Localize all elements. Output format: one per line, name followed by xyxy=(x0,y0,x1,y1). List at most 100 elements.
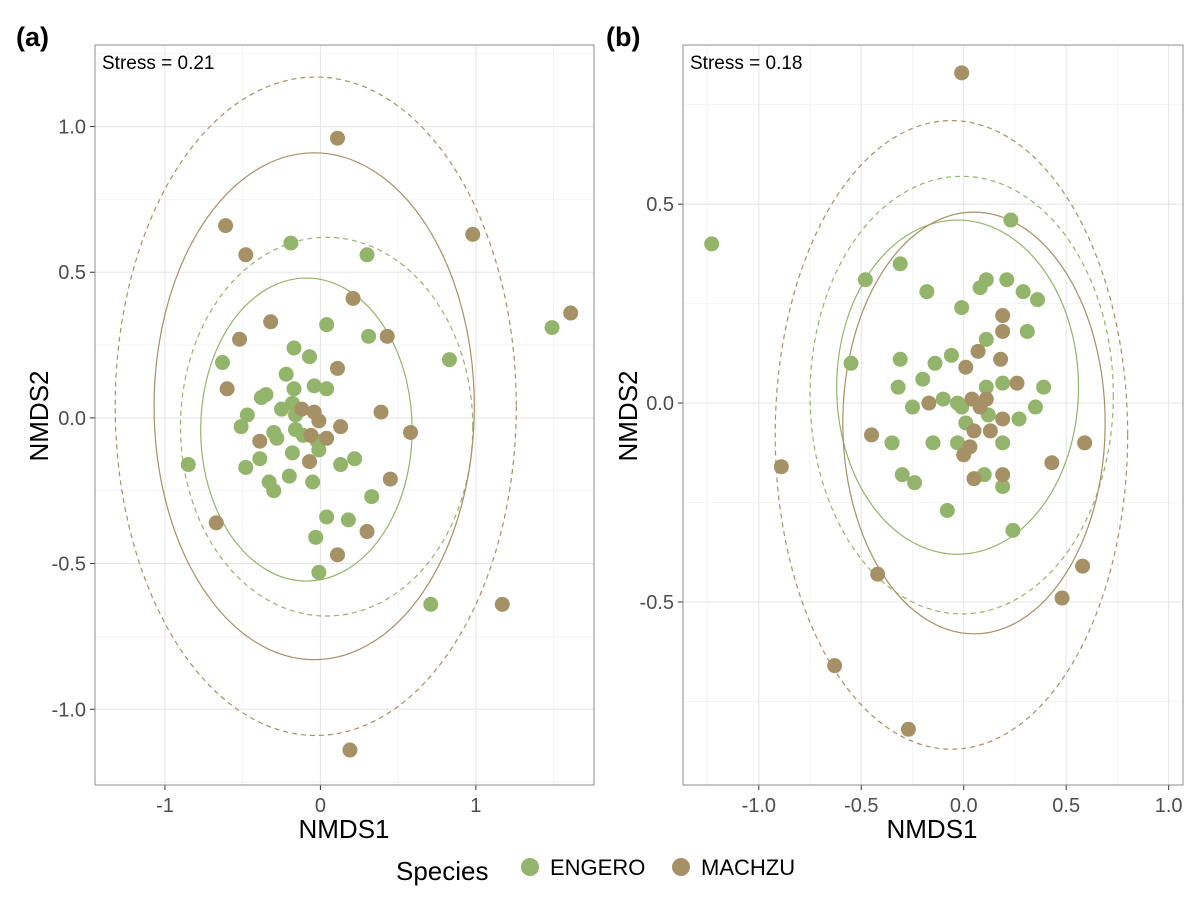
panel-b-point-machzu xyxy=(956,447,972,463)
panel-b-point-engero xyxy=(843,355,859,371)
panel-b-point-engero xyxy=(1005,522,1021,538)
panel-a-point-engero xyxy=(233,419,249,435)
panel-a-point-machzu xyxy=(252,433,268,449)
panel-a-y-axis-title: NMDS2 xyxy=(24,370,54,461)
panel-b-ellipse-machzu-solid xyxy=(842,211,1106,635)
panel-a-point-engero xyxy=(286,340,302,356)
panel-a-point-machzu xyxy=(319,430,335,446)
panel-b-ellipse-machzu-dashed xyxy=(774,119,1129,750)
panel-b-point-engero xyxy=(954,300,970,316)
panel-b-point-engero xyxy=(884,435,900,451)
panel-b-point-machzu xyxy=(1075,558,1091,574)
panel-a-point-machzu xyxy=(403,424,419,440)
panel-b-point-engero xyxy=(939,502,955,518)
panel-b-point-machzu xyxy=(993,351,1009,367)
panel-b-point-machzu xyxy=(921,395,937,411)
panel-a-point-machzu xyxy=(494,596,510,612)
panel-a-point-machzu xyxy=(311,413,327,429)
panel-b-point-engero xyxy=(927,355,943,371)
panel-a-point-engero xyxy=(347,451,363,467)
panel-a-point-engero xyxy=(274,401,290,417)
panel-b-x-tick-label: 0.0 xyxy=(950,795,978,817)
panel-b-point-machzu xyxy=(970,343,986,359)
panel-a-y-tick-label: 1.0 xyxy=(58,117,86,139)
panel-a-point-engero xyxy=(266,483,282,499)
panel-a-point-machzu xyxy=(294,401,310,417)
panel-a-point-engero xyxy=(306,378,322,394)
panel-a-point-machzu xyxy=(263,314,279,330)
panel-b-point-engero xyxy=(892,256,908,272)
panel-a-point-machzu xyxy=(238,247,254,263)
panel-a-point-machzu xyxy=(303,427,319,443)
legend-title: Species xyxy=(396,856,489,886)
panel-a-background xyxy=(94,44,595,786)
panel-a-point-engero xyxy=(359,247,375,263)
panel-b-x-axis-title: NMDS1 xyxy=(886,814,977,844)
panel-b: -1.0 -0.5 0.0 0.5 1.0 -0.5 0.0 0.5 Stress = 0.18… xyxy=(606,22,1184,844)
panel-a-point-engero xyxy=(305,474,321,490)
panel-a-ellipse-machzu-solid xyxy=(153,152,475,661)
panel-a-point-engero xyxy=(319,509,335,525)
panel-b-point-machzu xyxy=(1077,435,1093,451)
panel-b-point-machzu xyxy=(1054,590,1070,606)
panel-b-point-engero xyxy=(1019,323,1035,339)
panel-a-x-axis-title: NMDS1 xyxy=(298,814,389,844)
panel-b-y-axis-title: NMDS2 xyxy=(613,370,643,461)
panel-b-point-engero xyxy=(892,351,908,367)
panel-b-point-engero xyxy=(978,331,994,347)
panel-b-x-tick-label: 1.0 xyxy=(1155,795,1183,817)
panel-b-point-machzu xyxy=(995,411,1011,427)
panel-b-point-engero xyxy=(999,272,1015,288)
panel-a-point-engero xyxy=(441,352,457,368)
panel-a-point-machzu xyxy=(302,454,318,470)
panel-b-point-machzu xyxy=(1044,455,1060,471)
panel-b-point-engero xyxy=(1027,399,1043,415)
panel-b-point-machzu xyxy=(982,423,998,439)
panel-b-point-engero xyxy=(905,399,921,415)
panel-a-point-machzu xyxy=(330,360,346,376)
panel-a-ellipse-machzu-dashed xyxy=(114,76,517,737)
panel-a-point-engero xyxy=(319,317,335,333)
panel-b-point-machzu xyxy=(995,323,1011,339)
legend: Species ENGERO MACHZU xyxy=(396,855,795,886)
panel-a-point-machzu xyxy=(218,218,234,234)
panel-b-point-machzu xyxy=(870,566,886,582)
panel-b-point-engero xyxy=(907,475,923,491)
panel-b-point-machzu xyxy=(954,65,970,81)
panel-a-point-machzu xyxy=(333,419,349,435)
panel-a-point-engero xyxy=(238,459,254,475)
legend-label-machzu: MACHZU xyxy=(701,855,795,880)
panel-b-point-machzu xyxy=(1009,375,1025,391)
panel-a-point-engero xyxy=(239,407,255,423)
panel-b-point-engero xyxy=(919,284,935,300)
panel-a-stress-annotation: Stress = 0.21 xyxy=(102,53,214,74)
panel-b-point-engero xyxy=(1015,284,1031,300)
panel-b-point-engero xyxy=(972,280,988,296)
panel-b-point-engero xyxy=(915,371,931,387)
panel-a-point-machzu xyxy=(379,328,395,344)
panel-b-point-machzu xyxy=(995,308,1011,324)
panel-a-point-machzu xyxy=(330,130,346,146)
panel-a-plot-area: -1 0 1 -1.0 -0.5 0.0 0.5 1.0 Stress = 0.21 xyxy=(52,44,595,817)
panel-b-point-machzu xyxy=(966,471,982,487)
panel-a-ellipse-engero-dashed xyxy=(179,236,474,617)
panel-b-stress-annotation: Stress = 0.18 xyxy=(690,53,802,74)
panel-b-point-engero xyxy=(995,479,1011,495)
panel-b-point-machzu xyxy=(972,399,988,415)
panel-a-point-engero xyxy=(283,235,299,251)
panel-b-background xyxy=(682,44,1184,786)
panel-a-point-machzu xyxy=(342,742,358,758)
panel-b-plot-area: -1.0 -0.5 0.0 0.5 1.0 -0.5 0.0 0.5 Stress = 0.18 xyxy=(640,44,1184,817)
panel-b-point-machzu xyxy=(966,423,982,439)
panel-a-point-engero xyxy=(319,381,335,397)
panel-a-x-tick-label: 1 xyxy=(470,795,481,817)
panel-b-point-engero xyxy=(925,435,941,451)
panel-a-point-engero xyxy=(180,457,196,473)
panel-b-point-engero xyxy=(950,435,966,451)
panel-b-point-machzu xyxy=(900,721,916,737)
legend-label-engero: ENGERO xyxy=(550,855,645,880)
panel-a-point-engero xyxy=(311,442,327,458)
panel-b-point-engero xyxy=(978,379,994,395)
panel-a-x-tick-label: -1 xyxy=(156,795,174,817)
panel-a-point-engero xyxy=(364,489,380,505)
